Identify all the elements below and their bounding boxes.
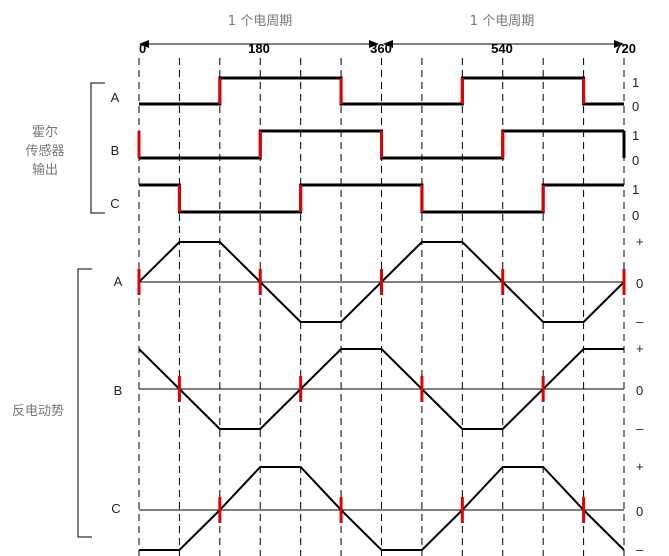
hall-signals (137, 76, 626, 214)
bemf-group-label: 反电动势 (12, 403, 64, 419)
bemf-level-label: 0 (636, 504, 643, 519)
angle-ticks: 0 180 360 540 720 (139, 41, 636, 56)
bemf-label-a: A (114, 274, 123, 289)
arrow-head-icon (383, 40, 393, 48)
bemf-level-label: + (636, 234, 644, 249)
level-1-label: 1 (632, 75, 639, 90)
bemf-level-label: – (636, 314, 644, 329)
hall-label-c: C (110, 196, 119, 211)
bemf-level-label: – (636, 421, 644, 436)
hall-group-label-3: 输出 (32, 162, 58, 178)
bemf-level-label: 0 (636, 276, 643, 291)
bemf-signals (137, 241, 626, 551)
level-0-label: 0 (632, 208, 639, 223)
period-arrows: 1 个电周期 1 个电周期 (139, 14, 624, 48)
hall-group-label-2: 传感器 (25, 143, 64, 159)
hall-group-label-1: 霍尔 (32, 125, 58, 140)
bemf-bracket (77, 268, 92, 538)
arrow-head-icon (369, 40, 379, 48)
bemf-level-label: + (636, 459, 644, 474)
arrow-head-icon (139, 40, 149, 48)
angle-tick: 180 (248, 41, 270, 56)
hall-label-b: B (111, 143, 120, 158)
level-0-label: 0 (632, 99, 639, 114)
angle-tick: 0 (139, 41, 146, 56)
hall-bracket (90, 82, 105, 214)
period-label-1: 1 个电周期 (228, 14, 292, 29)
arrow-head-icon (614, 40, 624, 48)
bemf-level-labels: +0 – +0 – +0 – (636, 234, 644, 556)
angle-tick: 540 (491, 41, 513, 56)
level-1-label: 1 (632, 128, 639, 143)
hall-label-a: A (111, 90, 120, 105)
bemf-level-label: + (636, 341, 644, 356)
level-1-label: 1 (632, 182, 639, 197)
period-label-2: 1 个电周期 (470, 14, 534, 29)
bemf-label-c: C (111, 501, 120, 516)
bemf-level-label: 0 (636, 383, 643, 398)
level-0-label: 0 (632, 153, 639, 168)
angle-tick: 360 (370, 41, 392, 56)
hall-level-labels: 1 0 1 0 1 0 (632, 75, 639, 223)
bemf-level-label: – (636, 542, 644, 556)
angle-tick: 720 (614, 41, 636, 56)
bemf-label-b: B (114, 383, 123, 398)
